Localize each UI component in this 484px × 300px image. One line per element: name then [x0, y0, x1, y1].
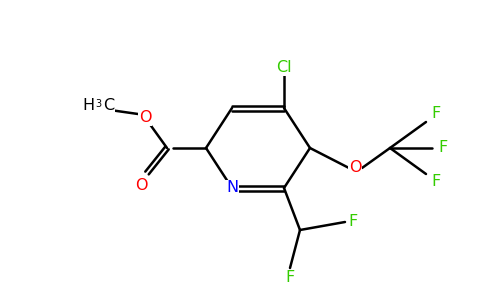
Text: F: F [348, 214, 358, 230]
Text: O: O [349, 160, 361, 175]
Text: F: F [431, 175, 440, 190]
Text: N: N [226, 181, 238, 196]
Text: F: F [439, 140, 448, 155]
Text: C: C [103, 98, 114, 112]
Text: F: F [431, 106, 440, 122]
Text: Cl: Cl [276, 61, 292, 76]
Text: 3: 3 [95, 99, 101, 109]
Text: O: O [139, 110, 151, 125]
Text: F: F [286, 271, 295, 286]
Text: O: O [135, 178, 147, 194]
Text: H: H [83, 98, 95, 112]
